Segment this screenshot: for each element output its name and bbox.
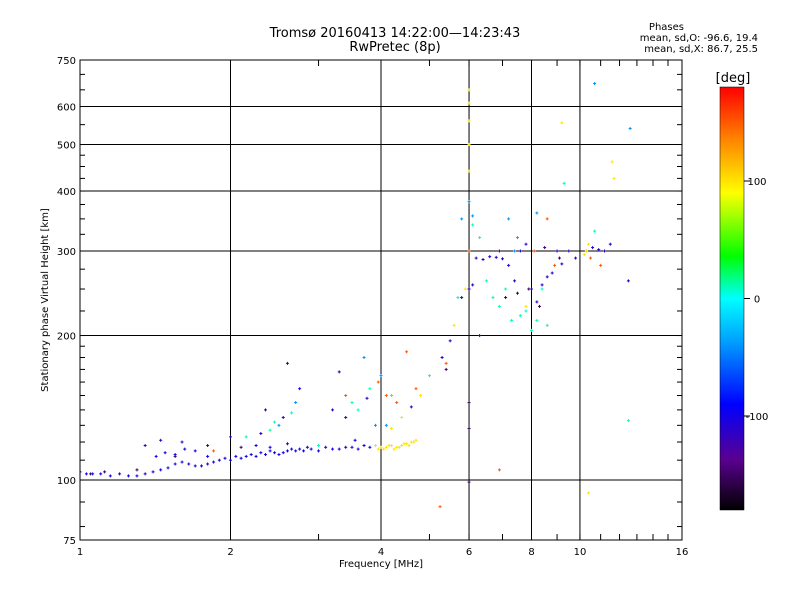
colorbar-ticks: 100 0 -100 (744, 177, 768, 423)
y-axis-label: Stationary phase Virtual Height [km] (40, 208, 51, 392)
x-tick-label: 8 (528, 547, 534, 558)
y-tick-label: 400 (57, 187, 76, 198)
y-tick-label: 75 (63, 536, 76, 547)
x-tick-label: 10 (574, 547, 587, 558)
x-axis-label: Frequency [MHz] (339, 559, 423, 570)
x-tick-label: 4 (378, 547, 384, 558)
y-tick-label: 500 (57, 141, 76, 152)
y-tick-label: 200 (57, 332, 76, 343)
stats-line-x: mean, sd,X: 86.7, 25.5 (644, 44, 758, 55)
ticks-layer: 1 2 4 6 8 10 16 75 100 200 300 400 500 600 750 (57, 56, 688, 558)
y-tick-label: 600 (57, 103, 76, 114)
colorbar (720, 87, 744, 510)
x-tick-label: 16 (676, 547, 689, 558)
x-tick-label: 1 (77, 547, 83, 558)
stats-line-o: mean, sd,O: -96.6, 19.4 (639, 33, 758, 44)
x-tick-label: 6 (466, 547, 472, 558)
stats-header: Phases (648, 22, 684, 33)
colorbar-tick-label: 100 (747, 177, 766, 188)
grid-layer (80, 60, 682, 540)
colorbar-tick-label: -100 (746, 412, 769, 423)
chart-title: Tromsø 20160413 14:22:00—14:23:43 (269, 26, 521, 41)
y-tick-label: 100 (57, 476, 76, 487)
y-tick-label: 750 (57, 56, 76, 67)
x-tick-label: 2 (227, 547, 233, 558)
y-tick-label: 300 (57, 247, 76, 258)
chart-subtitle: RwPretec (8p) (349, 40, 441, 55)
colorbar-tick-label: 0 (754, 295, 760, 306)
colorbar-unit-label: [deg] (716, 71, 751, 86)
data-points-layer (80, 82, 632, 509)
